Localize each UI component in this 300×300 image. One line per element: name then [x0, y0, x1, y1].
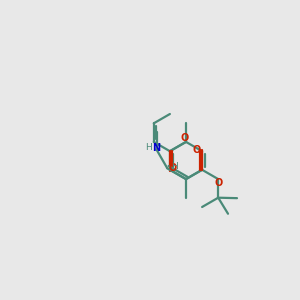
Text: N: N — [152, 143, 160, 153]
Text: O: O — [169, 163, 177, 173]
Text: H: H — [145, 143, 152, 152]
Text: O: O — [193, 145, 201, 155]
Text: O: O — [214, 178, 222, 188]
Text: H: H — [171, 162, 178, 171]
Text: O: O — [180, 133, 189, 143]
